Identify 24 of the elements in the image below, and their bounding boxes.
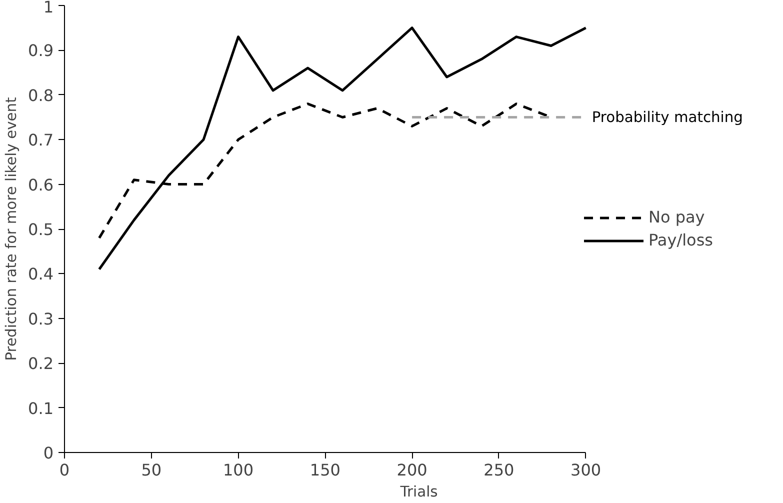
y-tick-label: 0.6 xyxy=(28,175,54,194)
x-tick-label: 300 xyxy=(570,460,602,480)
y-tick-label: 0.7 xyxy=(28,130,54,150)
x-tick-label: 100 xyxy=(223,460,254,480)
y-tick-label: 0.1 xyxy=(28,398,54,418)
y-tick-label: 1 xyxy=(43,0,54,16)
y-tick-label: 0.2 xyxy=(28,354,54,374)
x-tick-label: 150 xyxy=(310,460,340,480)
y-tick-label: 0.9 xyxy=(28,41,54,60)
y-tick-label: 0.5 xyxy=(28,220,54,239)
annotation: Probability matching xyxy=(592,108,743,126)
x-axis-title: Trials xyxy=(399,484,438,500)
y-axis-title: Prediction rate for more likely event xyxy=(3,96,20,361)
x-tick-label: 50 xyxy=(141,460,162,480)
x-tick-label: 250 xyxy=(484,460,514,480)
x-tick-label: 0 xyxy=(59,460,70,480)
legend-label: Pay/loss xyxy=(648,230,713,250)
line-series xyxy=(98,26,588,270)
y-tick-label: 0.8 xyxy=(28,86,54,105)
y-tick-label: 0.3 xyxy=(28,309,54,328)
y-tick-label: 0.4 xyxy=(28,264,54,284)
y-tick-label: 0 xyxy=(43,444,54,462)
x-tick-label: 200 xyxy=(396,460,428,480)
legend-label: No pay xyxy=(648,208,705,226)
